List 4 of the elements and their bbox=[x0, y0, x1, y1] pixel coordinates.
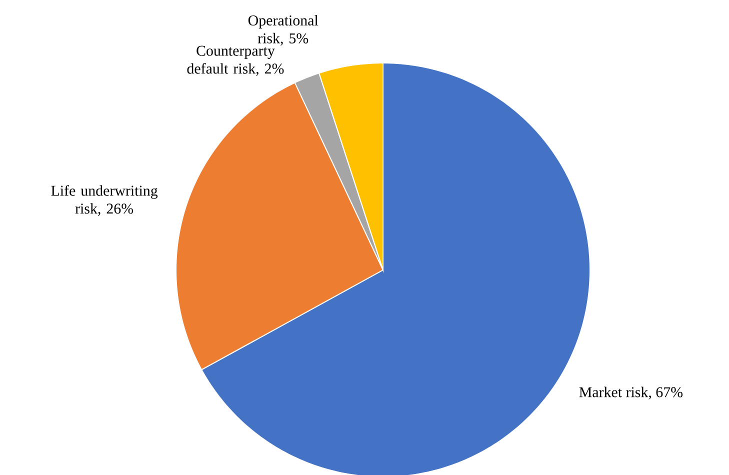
slice-label: Counterparty default risk, 2% bbox=[187, 46, 284, 76]
slice-label: Operational risk, 5% bbox=[248, 14, 318, 46]
slice-label: Life underwriting risk, 26% bbox=[51, 185, 158, 216]
slice-label: Market risk, 67% bbox=[579, 386, 683, 400]
